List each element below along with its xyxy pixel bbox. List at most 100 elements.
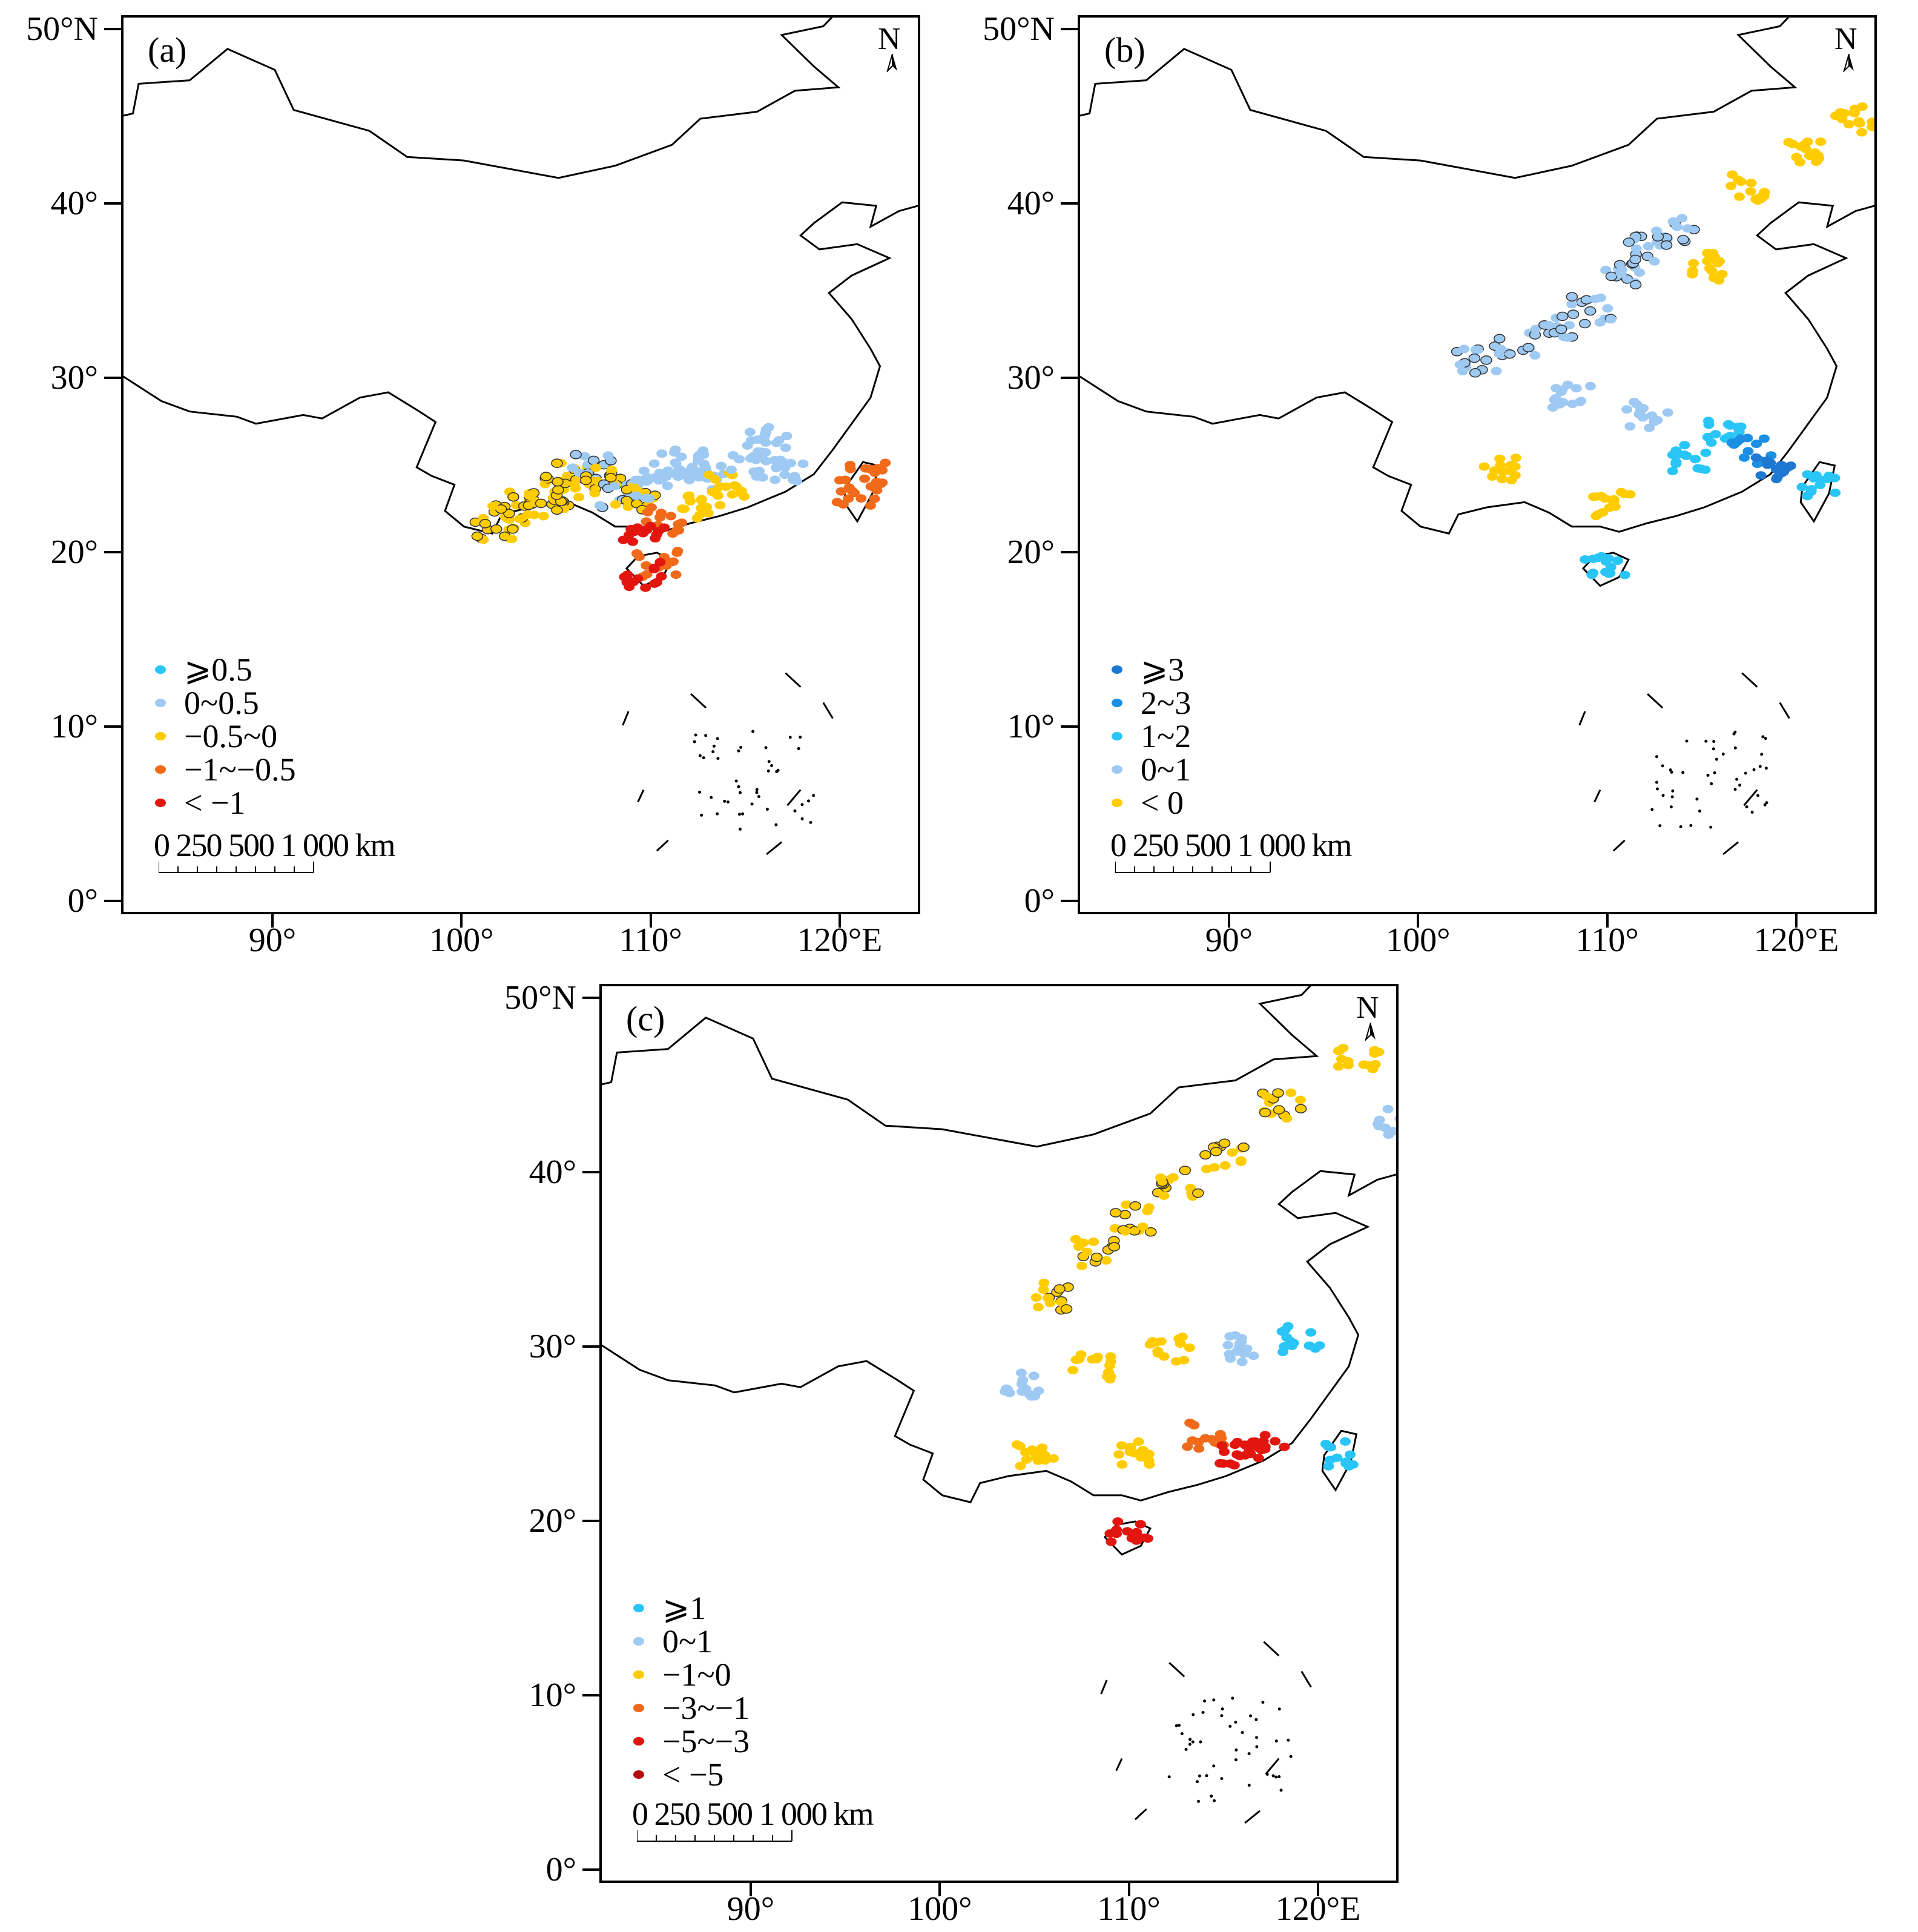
island-dot bbox=[1234, 1720, 1237, 1724]
island-dot bbox=[739, 791, 742, 794]
lat-tick bbox=[104, 725, 121, 728]
station-point bbox=[1116, 1441, 1127, 1450]
island-dot bbox=[750, 802, 754, 806]
island-dot bbox=[1689, 823, 1693, 827]
island-dot bbox=[1750, 810, 1754, 814]
station-point bbox=[1815, 137, 1827, 147]
station-point bbox=[1187, 1436, 1198, 1445]
station-point bbox=[636, 526, 648, 535]
station-point bbox=[662, 466, 674, 475]
lat-label: 30° bbox=[50, 358, 98, 397]
station-point bbox=[1124, 1445, 1136, 1454]
station-point bbox=[1218, 1138, 1231, 1149]
station-point bbox=[1343, 1462, 1354, 1471]
station-point bbox=[1612, 556, 1623, 565]
boundary-dash bbox=[1612, 839, 1626, 852]
legend-label: −0.5~0 bbox=[184, 718, 278, 754]
map-panel-c: (c) N ⩾1 0~1 −1~0 −3~−1 −5~−3 < −5 0 250 500 … bbox=[478, 969, 1411, 1926]
legend-swatch bbox=[633, 1670, 644, 1679]
island-dot bbox=[1752, 768, 1756, 771]
legend-swatch bbox=[1112, 665, 1122, 674]
station-point bbox=[1104, 1529, 1116, 1538]
lat-tick bbox=[582, 997, 599, 1000]
island-dot bbox=[797, 747, 800, 750]
station-point bbox=[1259, 1431, 1271, 1440]
lat-tick bbox=[1061, 28, 1078, 31]
island-dot bbox=[788, 736, 792, 739]
station-point bbox=[1218, 1459, 1229, 1468]
station-point bbox=[1333, 1062, 1344, 1071]
station-point bbox=[1373, 1119, 1384, 1129]
station-point bbox=[780, 443, 791, 452]
station-point bbox=[665, 512, 676, 521]
lat-tick bbox=[582, 1868, 599, 1871]
lon-tick bbox=[271, 914, 274, 928]
station-point bbox=[1619, 490, 1630, 498]
station-point bbox=[1383, 1130, 1394, 1139]
station-point bbox=[656, 449, 668, 458]
island-dot bbox=[1733, 746, 1737, 750]
station-point bbox=[673, 464, 685, 473]
station-point bbox=[1143, 1449, 1155, 1459]
island-dot bbox=[1220, 1777, 1224, 1781]
legend-swatch bbox=[1112, 765, 1122, 774]
station-point bbox=[1579, 318, 1591, 329]
station-point bbox=[1078, 1238, 1089, 1247]
legend-swatch bbox=[155, 665, 166, 674]
station-point bbox=[1496, 475, 1508, 484]
station-point bbox=[693, 453, 704, 463]
station-point bbox=[1272, 1088, 1284, 1098]
island-dot bbox=[1277, 1707, 1281, 1711]
station-point bbox=[1342, 1057, 1354, 1066]
lat-tick bbox=[1061, 376, 1078, 379]
island-dot bbox=[1761, 735, 1765, 739]
station-point bbox=[1253, 1454, 1264, 1463]
station-point bbox=[522, 510, 533, 519]
legend-swatch bbox=[633, 1637, 644, 1646]
legend-swatch bbox=[1112, 699, 1122, 707]
station-point bbox=[1277, 1348, 1288, 1357]
station-point bbox=[1394, 1115, 1396, 1122]
station-point bbox=[789, 472, 800, 481]
lon-label: 120°E bbox=[797, 921, 883, 959]
island-dot bbox=[770, 764, 774, 768]
station-point bbox=[624, 582, 635, 592]
island-dot bbox=[1265, 1773, 1269, 1776]
station-point bbox=[659, 523, 670, 532]
station-point bbox=[670, 570, 682, 579]
lat-label: 10° bbox=[1007, 707, 1055, 745]
island-dot bbox=[698, 790, 702, 794]
station-point bbox=[1369, 1060, 1381, 1069]
station-point bbox=[479, 519, 492, 529]
island-dot bbox=[737, 749, 740, 753]
north-arrow-icon: N bbox=[1354, 992, 1384, 1047]
station-point bbox=[1133, 1437, 1144, 1446]
station-point bbox=[1021, 1455, 1032, 1464]
lon-tick bbox=[839, 914, 842, 928]
station-point bbox=[1219, 1161, 1231, 1170]
station-point bbox=[1636, 404, 1647, 413]
station-point bbox=[1549, 395, 1560, 404]
station-point bbox=[1227, 1148, 1238, 1157]
legend-swatch bbox=[1112, 732, 1122, 740]
station-point bbox=[656, 509, 667, 518]
lon-label: 120°E bbox=[1275, 1890, 1361, 1928]
boundary-dash bbox=[622, 711, 630, 726]
legend-swatch bbox=[633, 1737, 644, 1746]
station-point bbox=[1113, 1450, 1125, 1459]
station-point bbox=[1796, 483, 1808, 492]
station-point bbox=[1002, 1385, 1013, 1394]
island-dot bbox=[1704, 739, 1708, 743]
island-dot bbox=[1756, 794, 1760, 797]
station-point bbox=[1676, 214, 1688, 223]
station-point bbox=[1727, 170, 1738, 179]
station-point bbox=[673, 526, 684, 535]
lon-tick bbox=[1127, 1883, 1130, 1896]
station-point bbox=[666, 558, 677, 567]
station-point bbox=[1745, 187, 1756, 196]
station-point bbox=[507, 524, 519, 534]
station-point bbox=[1834, 108, 1846, 117]
island-dot bbox=[765, 808, 769, 811]
station-point bbox=[797, 460, 809, 468]
legend-swatch bbox=[633, 1604, 644, 1612]
